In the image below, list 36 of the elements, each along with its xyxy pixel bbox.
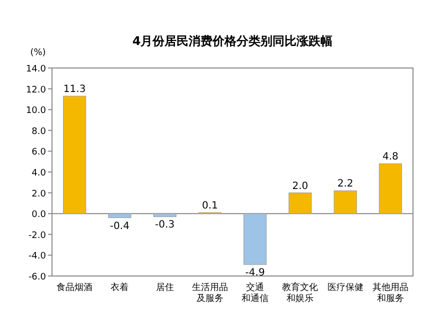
- bar: [244, 213, 267, 265]
- y-tick-label: -6.0: [28, 272, 46, 282]
- y-axis-title: (%): [30, 48, 46, 58]
- data-label: -0.4: [110, 220, 130, 232]
- y-tick-label: 10.0: [26, 106, 46, 116]
- y-tick-label: 4.0: [32, 168, 46, 178]
- x-tick-label: 生活用品及服务: [192, 282, 228, 304]
- x-tick-label: 衣着: [110, 282, 129, 293]
- data-label: 2.0: [292, 180, 308, 192]
- data-label: 2.2: [337, 178, 354, 190]
- chart-title: 4月份居民消费价格分类别同比涨跌幅: [132, 34, 333, 48]
- x-tick-label: 教育文化和娱乐: [282, 282, 318, 304]
- data-label: 4.8: [382, 152, 398, 163]
- y-tick-label: 8.0: [32, 126, 46, 137]
- x-tick-label: 食品烟酒: [56, 282, 93, 293]
- y-tick-label: 12.0: [26, 85, 46, 96]
- bar: [378, 163, 402, 214]
- bar: [108, 213, 132, 218]
- data-label: -4.9: [245, 268, 265, 279]
- x-tick-label: 交通和通信: [242, 282, 269, 304]
- bar: [288, 192, 312, 214]
- y-tick-label: 2.0: [32, 189, 46, 200]
- bar: [153, 213, 176, 217]
- y-tick-label: -4.0: [28, 252, 46, 262]
- x-tick-label: 其他用品和服务: [372, 282, 408, 304]
- bar: [63, 96, 86, 214]
- y-tick-label: 0.0: [32, 210, 46, 220]
- x-tick-label: 医疗保健: [327, 282, 364, 293]
- data-label: -0.3: [155, 220, 175, 231]
- x-tick-label: 居住: [156, 282, 174, 293]
- data-label: 0.1: [202, 200, 218, 212]
- y-tick-label: 6.0: [32, 148, 46, 158]
- y-tick-label: 14.0: [26, 64, 46, 74]
- data-label: 11.3: [63, 84, 86, 96]
- y-tick-label: -2.0: [28, 230, 46, 241]
- bar: [334, 190, 357, 214]
